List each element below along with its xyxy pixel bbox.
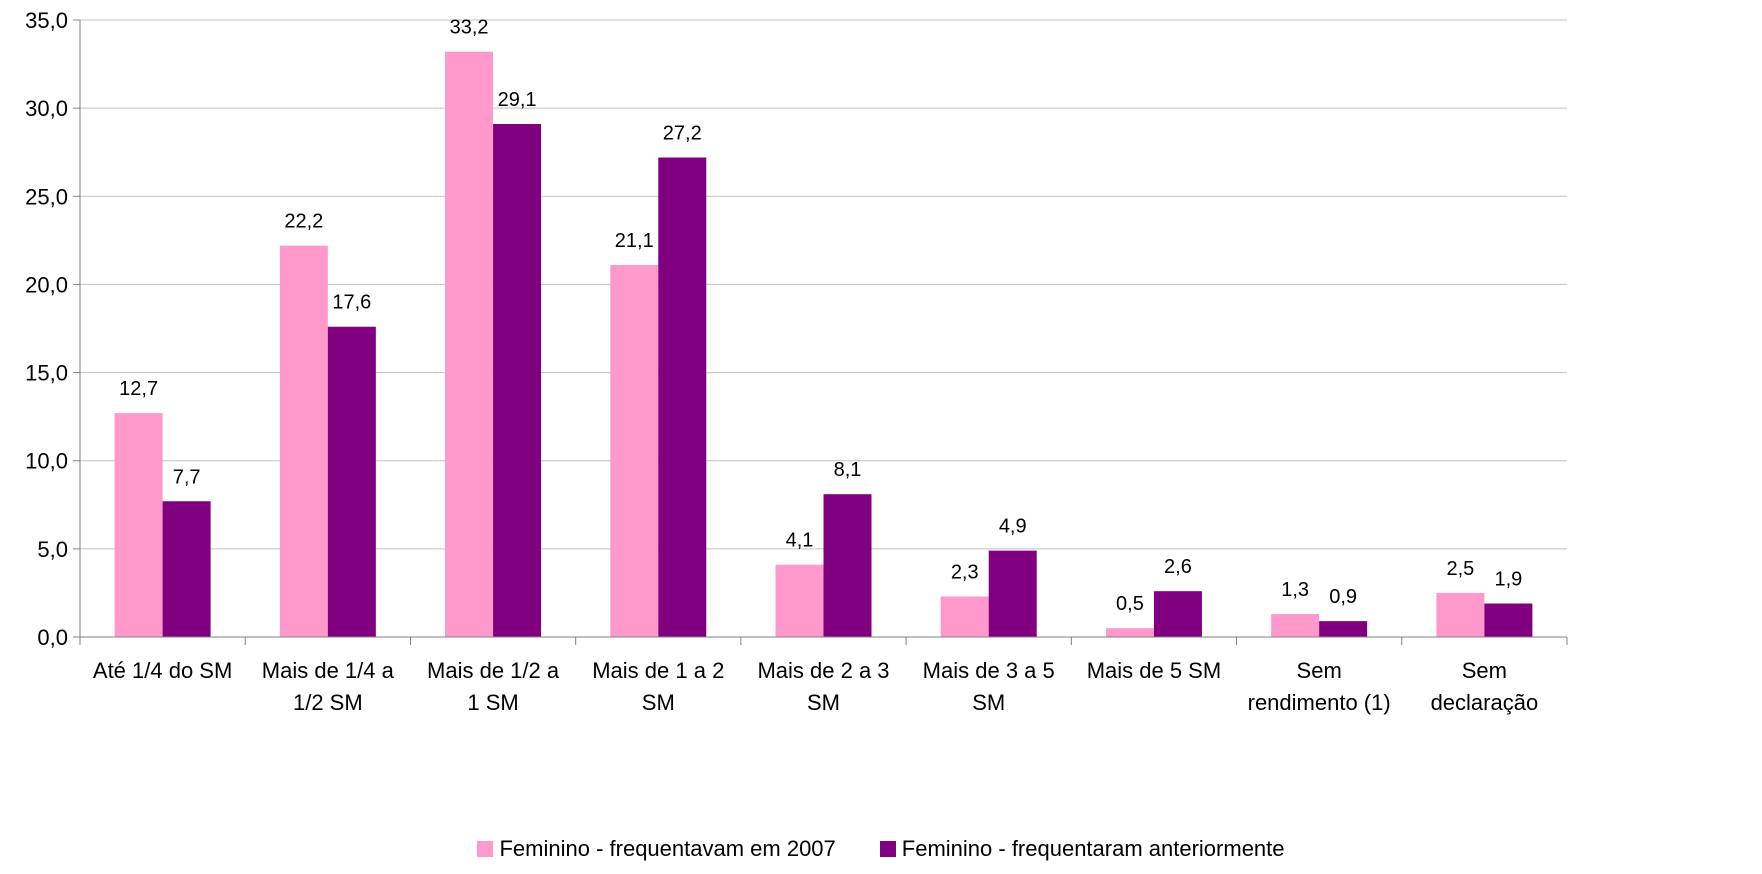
bar-series-2 [1484,603,1533,637]
x-category-label: Mais de 5 SM [1087,658,1222,683]
bar-series-1 [610,265,659,637]
bar-series-2 [823,494,872,637]
data-label-series-2: 17,6 [332,292,371,314]
data-label-series-2: 8,1 [834,459,862,481]
data-label-series-1: 2,5 [1446,558,1474,580]
x-category-label: Até 1/4 do SM [93,658,232,683]
y-tick-label: 10,0 [25,449,68,474]
y-tick-label: 35,0 [25,8,68,33]
data-label-series-1: 21,1 [615,230,654,252]
data-label-series-2: 1,9 [1494,569,1522,591]
bar-series-2 [1153,591,1202,637]
y-tick-label: 30,0 [25,96,68,121]
x-category-label: Mais de 3 a 5 [923,658,1055,683]
x-category-label: SM [807,690,840,715]
bar-series-2 [493,124,542,638]
data-label-series-2: 4,9 [999,516,1027,538]
data-label-series-1: 22,2 [284,211,323,233]
bar-series-2 [988,550,1037,637]
bar-series-2 [327,326,376,637]
x-category-label: Mais de 2 a 3 [757,658,889,683]
data-label-series-2: 29,1 [498,89,537,111]
bar-series-2 [162,501,211,637]
axes [73,19,1568,645]
data-label-series-1: 2,3 [951,561,979,583]
data-label-series-2: 0,9 [1329,586,1357,608]
x-category-label: declaração [1431,690,1539,715]
y-tick-label: 0,0 [37,625,68,650]
data-label-series-1: 4,1 [786,530,814,552]
legend-item-series-1: Feminino - frequentavam em 2007 [477,836,836,862]
legend-label-series-1: Feminino - frequentavam em 2007 [499,836,836,861]
bar-series-1 [940,596,989,637]
bar-series-1 [279,245,328,637]
bar-series-1 [1271,614,1320,637]
bar-series-1 [1105,628,1154,637]
legend-swatch-series-2 [879,841,896,857]
y-tick-label: 25,0 [25,184,68,209]
data-label-series-1: 1,3 [1281,579,1309,601]
x-category-label: rendimento (1) [1248,690,1391,715]
x-axis-categories: Até 1/4 do SM Mais de 1/4 a 1/2 SM Mais de … [93,658,1538,715]
legend-swatch-series-1 [477,841,494,857]
y-tick-label: 5,0 [37,537,68,562]
data-label-series-1: 0,5 [1116,593,1144,615]
data-label-series-2: 7,7 [173,466,201,488]
legend: Feminino - frequentavam em 2007 Feminino… [0,832,1762,866]
data-label-series-2: 2,6 [1164,556,1192,578]
x-category-label: 1 SM [467,690,518,715]
bar-chart: 0,0 5,0 10,0 15,0 20,0 25,0 30,0 35,0 Até 1/4 d… [25,8,1568,715]
bar-series-1 [445,51,494,637]
y-tick-label: 15,0 [25,361,68,386]
bar-series-1 [1436,592,1485,637]
x-category-label: Mais de 1 a 2 [592,658,724,683]
bar-series-2 [1319,621,1368,637]
y-tick-label: 20,0 [25,272,68,297]
x-category-label: SM [972,690,1005,715]
bar-series-1 [775,564,824,637]
x-category-label: Mais de 1/4 a [262,658,395,683]
y-axis-ticks: 0,0 5,0 10,0 15,0 20,0 25,0 30,0 35,0 [25,8,68,650]
legend-label-series-2: Feminino - frequentaram anteriormente [901,836,1285,861]
data-label-series-2: 27,2 [663,123,702,145]
x-category-label: SM [642,690,675,715]
x-category-label: 1/2 SM [293,690,363,715]
x-category-label: Sem [1297,658,1342,683]
data-labels: 12,7 7,7 22,2 17,6 33,2 29,1 21,1 27,2 4,1 8,1 2,3… [119,17,1522,615]
bar-series-2 [658,157,707,637]
bars [114,51,1533,638]
data-label-series-1: 12,7 [119,378,158,400]
data-label-series-1: 33,2 [450,17,489,39]
x-category-label: Sem [1462,658,1507,683]
x-category-label: Mais de 1/2 a [427,658,560,683]
legend-item-series-2: Feminino - frequentaram anteriormente [879,836,1285,862]
bar-series-1 [114,413,163,637]
